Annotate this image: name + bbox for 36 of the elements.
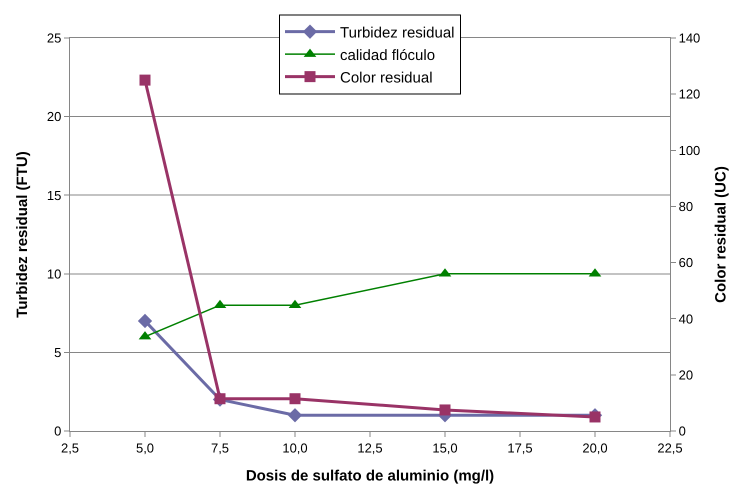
x-axis-title: Dosis de sulfato de aluminio (mg/l) (246, 468, 494, 485)
y2-tick-label: 80 (678, 198, 694, 214)
y-tick-label: 10 (46, 266, 62, 282)
y-tick-label: 20 (46, 109, 62, 124)
y2-tick-label: 60 (678, 255, 694, 270)
point (214, 393, 226, 404)
y-tick-label: 25 (46, 30, 62, 46)
legend-label: Color residual (340, 70, 433, 87)
point (440, 404, 450, 416)
x-tick-label: 5,0 (136, 440, 154, 456)
x-tick-label: 12,5 (357, 440, 383, 456)
y2-tick-label: 20 (678, 367, 694, 382)
point (138, 314, 152, 328)
y-tick-label: 15 (46, 188, 62, 203)
x-tick-label: 7,5 (210, 440, 230, 456)
y2-tick-label: 100 (678, 142, 700, 158)
y-axis-title: Turbidez residual (FTU) (14, 151, 32, 318)
y-tick-label: 5 (54, 344, 62, 360)
point (290, 393, 300, 404)
x-tick-label: 22,5 (657, 440, 683, 456)
point (590, 411, 600, 422)
y2-tick-label: 140 (678, 30, 700, 46)
point (140, 74, 150, 86)
y2-tick-label: 40 (678, 311, 694, 326)
legend-label: calidad flóculo (340, 47, 436, 64)
x-tick-label: 2,5 (60, 440, 80, 456)
y2-axis-title: Color residual (UC) (712, 166, 730, 303)
x-tick-label: 15,0 (432, 440, 458, 456)
legend-label: Turbidez residual (340, 24, 454, 42)
x-tick-label: 17,5 (507, 440, 533, 456)
x-tick-label: 10,0 (282, 440, 308, 456)
point (288, 408, 302, 422)
y2-tick-label: 0 (678, 424, 686, 439)
x-tick-label: 20,0 (582, 440, 608, 456)
y2-tick-label: 120 (678, 86, 700, 102)
y-tick-label: 0 (54, 424, 62, 439)
